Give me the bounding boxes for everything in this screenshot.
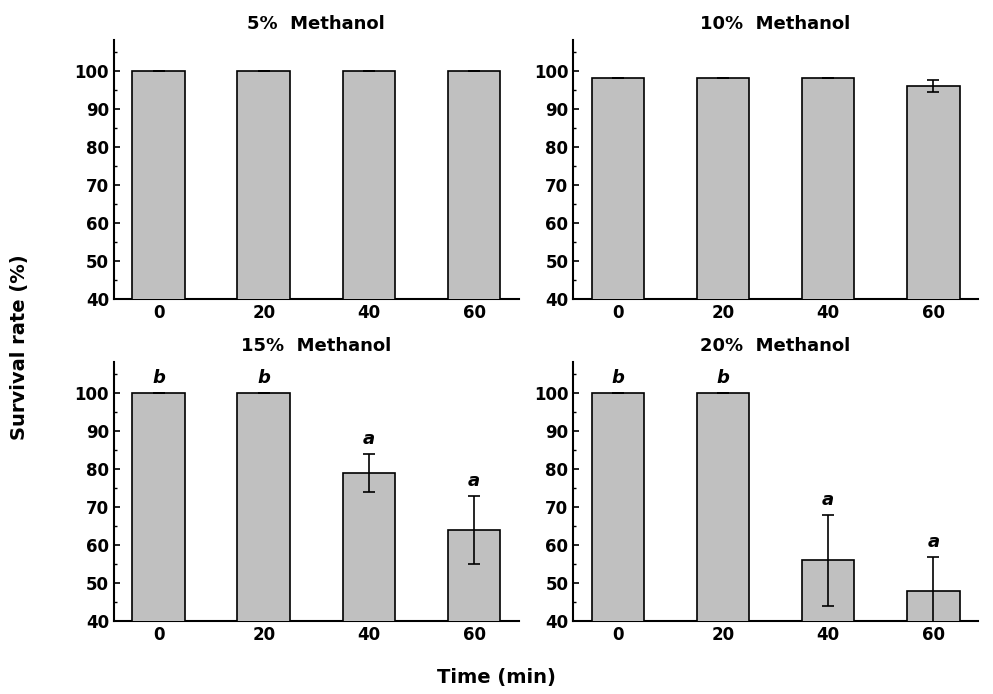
Text: b: b — [717, 369, 730, 387]
Bar — [237, 393, 290, 694]
Text: a: a — [468, 472, 481, 490]
Text: a: a — [822, 491, 834, 509]
Bar — [907, 591, 959, 694]
Bar — [343, 473, 395, 694]
Bar — [802, 78, 854, 452]
Bar — [132, 393, 185, 694]
Text: b: b — [257, 369, 270, 387]
Bar — [697, 78, 750, 452]
Bar — [448, 530, 500, 694]
Bar — [907, 86, 959, 452]
Bar — [343, 71, 395, 452]
Bar — [132, 71, 185, 452]
Bar — [237, 71, 290, 452]
Bar — [448, 71, 500, 452]
Text: a: a — [927, 533, 939, 551]
Title: 15%  Methanol: 15% Methanol — [241, 337, 391, 355]
Title: 5%  Methanol: 5% Methanol — [247, 15, 385, 33]
Text: Time (min): Time (min) — [437, 668, 556, 687]
Text: a: a — [362, 430, 375, 448]
Bar — [592, 393, 644, 694]
Bar — [802, 561, 854, 694]
Text: Survival rate (%): Survival rate (%) — [10, 254, 29, 440]
Text: b: b — [612, 369, 625, 387]
Text: b: b — [152, 369, 165, 387]
Title: 10%  Methanol: 10% Methanol — [700, 15, 851, 33]
Bar — [592, 78, 644, 452]
Title: 20%  Methanol: 20% Methanol — [700, 337, 851, 355]
Bar — [697, 393, 750, 694]
